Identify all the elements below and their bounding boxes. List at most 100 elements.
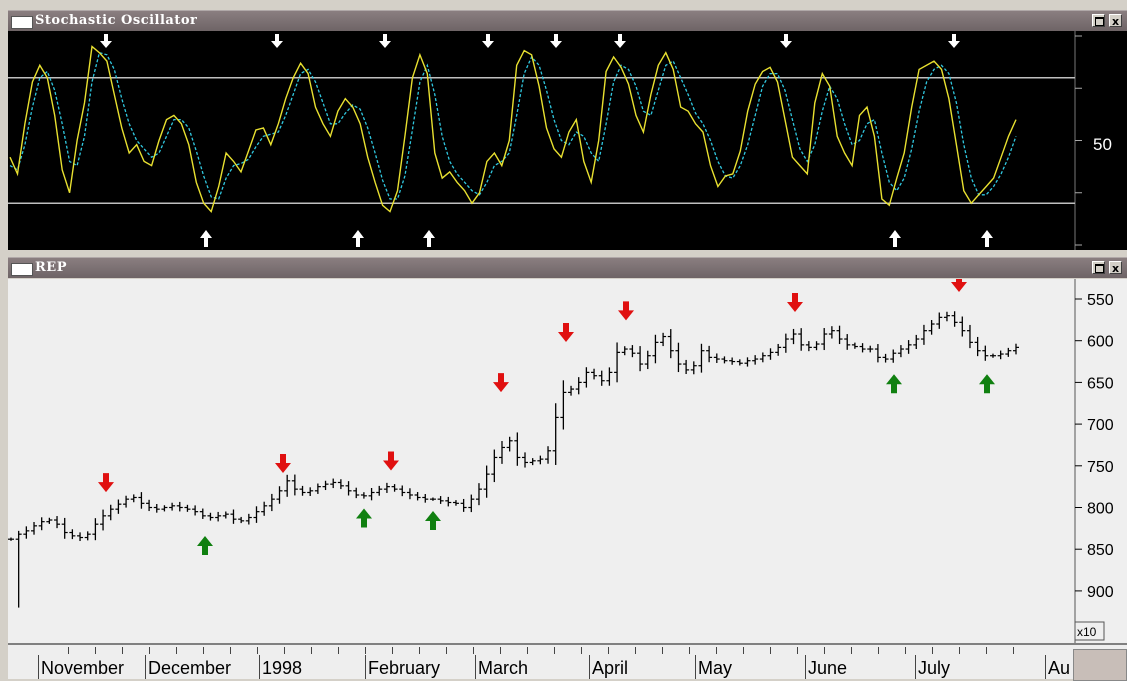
price-bar (828, 326, 835, 339)
price-bar (644, 350, 651, 370)
sell-signal-arrow-icon (100, 34, 112, 48)
price-bar (729, 357, 736, 365)
price-tick-label: 750 (1087, 459, 1114, 476)
price-bar (913, 334, 920, 349)
price-bar (591, 368, 598, 380)
price-bar (552, 403, 559, 465)
sell-signal-arrow-icon (780, 34, 792, 48)
price-bar (583, 367, 590, 388)
price-bar (475, 483, 482, 506)
price-bar (491, 449, 498, 483)
price-bar (69, 529, 76, 540)
price-bar (383, 482, 390, 493)
price-bar (506, 436, 513, 452)
price-bar (215, 511, 222, 522)
price-bar (905, 340, 912, 354)
price-bar (690, 361, 697, 375)
scale-box (1074, 621, 1105, 641)
stochastic-oscillator-chart: 50 (8, 31, 1127, 250)
price-bar (805, 341, 812, 352)
axis-corner-box[interactable] (1073, 649, 1127, 681)
price-bar (989, 353, 996, 358)
price-bar (767, 348, 774, 360)
month-label: Au (1048, 658, 1071, 678)
month-separator (805, 655, 806, 679)
price-bar (529, 458, 536, 466)
price-bar (614, 342, 621, 383)
price-titlebar[interactable]: REP x (8, 257, 1127, 278)
week-tick (878, 647, 879, 654)
week-tick (392, 647, 393, 654)
price-bar (890, 349, 897, 363)
percent-d-line (9, 51, 1017, 200)
window-menu-icon[interactable] (11, 16, 33, 29)
week-tick (284, 647, 285, 654)
price-bar (253, 506, 260, 523)
price-bar (537, 455, 544, 465)
buy-signal-arrow-icon (979, 374, 995, 394)
price-bar (360, 492, 367, 499)
price-bar (414, 492, 421, 501)
month-separator (145, 655, 146, 679)
oscillator-background (8, 31, 1127, 250)
price-bar (951, 311, 958, 327)
price-bar (759, 352, 766, 363)
week-tick (716, 647, 717, 654)
week-tick (743, 647, 744, 654)
sell-signal-arrow-icon (614, 34, 626, 48)
price-bar (782, 333, 789, 353)
week-tick (203, 647, 204, 654)
price-bar (307, 487, 314, 496)
price-bar (943, 311, 950, 322)
price-bar (560, 380, 567, 430)
price-bar (284, 474, 291, 497)
close-button[interactable]: x (1109, 261, 1122, 275)
oscillator-titlebar[interactable]: Stochastic Oscillator x (8, 10, 1127, 31)
price-bar (813, 341, 820, 351)
price-bar (8, 537, 14, 541)
week-tick (824, 647, 825, 654)
price-bar (936, 312, 943, 329)
price-bar (130, 494, 137, 503)
price-bar (399, 485, 406, 497)
week-tick (554, 647, 555, 654)
week-tick (446, 647, 447, 654)
week-tick (1013, 647, 1014, 654)
close-button[interactable]: x (1109, 14, 1122, 28)
oscillator-reference-lines (8, 77, 1075, 204)
price-bar (322, 480, 329, 491)
sell-signal-arrow-icon (482, 34, 494, 48)
price-bar (821, 328, 828, 351)
price-bar (153, 503, 160, 513)
restore-button[interactable] (1092, 14, 1105, 27)
price-bar (744, 357, 751, 367)
week-tick (959, 647, 960, 654)
price-bar (429, 497, 436, 501)
price-bar (115, 499, 122, 514)
price-bar (330, 478, 337, 489)
week-tick (122, 647, 123, 654)
buy-signal-arrow-icon (197, 536, 213, 556)
price-bar (146, 499, 153, 512)
oscillator-title: Stochastic Oscillator (35, 13, 198, 28)
month-separator (365, 655, 366, 679)
restore-button[interactable] (1092, 261, 1105, 274)
price-bar (675, 342, 682, 373)
sell-signal-arrow-icon (550, 34, 562, 48)
oscillator-tick-label-50: 50 (1093, 135, 1112, 154)
price-bar (752, 355, 759, 365)
price-bar (598, 370, 605, 386)
sell-signal-arrow-icon (379, 34, 391, 48)
price-bar (15, 530, 22, 608)
price-bar (736, 359, 743, 366)
price-bar (238, 516, 245, 524)
week-tick (797, 647, 798, 654)
price-bar (314, 483, 321, 494)
week-tick (986, 647, 987, 654)
price-bar (575, 377, 582, 395)
price-bar (483, 465, 490, 498)
window-menu-icon[interactable] (11, 263, 33, 276)
month-label: July (918, 658, 951, 678)
price-bar (606, 367, 613, 386)
sell-signal-arrow-icon (558, 323, 574, 343)
